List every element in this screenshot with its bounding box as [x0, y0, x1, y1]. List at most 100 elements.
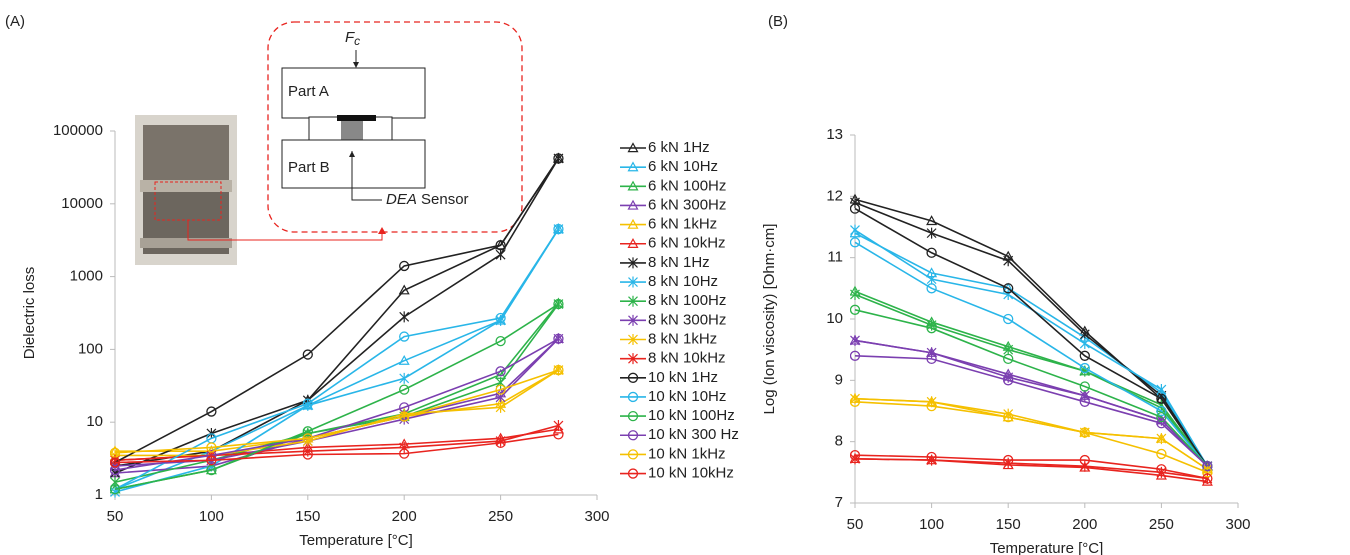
marker — [850, 304, 861, 315]
marker — [110, 447, 121, 458]
marker — [627, 142, 639, 153]
marker — [1156, 384, 1167, 396]
marker — [495, 435, 506, 447]
legend-label: 6 kN 300Hz — [648, 196, 726, 213]
marker — [398, 354, 410, 365]
series-line — [114, 369, 559, 454]
marker — [627, 391, 639, 403]
y-tick-label: 7 — [835, 494, 843, 511]
legend-label: 10 kN 1Hz — [648, 369, 718, 386]
x-tick-label: 200 — [392, 508, 417, 525]
marker — [850, 396, 861, 407]
x-tick-label: 300 — [1225, 516, 1250, 533]
series-line — [854, 397, 1208, 470]
marker — [1156, 464, 1167, 475]
marker — [926, 451, 937, 463]
marker — [110, 454, 120, 466]
marker — [627, 468, 639, 479]
marker — [399, 260, 410, 272]
marker — [1003, 353, 1014, 365]
x-tick-label: 150 — [996, 516, 1021, 533]
marker — [926, 273, 937, 285]
marker — [110, 484, 121, 495]
part-a-label: Part A — [288, 83, 329, 100]
marker — [1079, 338, 1090, 350]
marker — [553, 298, 564, 310]
x-tick-label: 150 — [295, 508, 320, 525]
x-tick-label: 100 — [199, 508, 224, 525]
series-line — [854, 207, 1209, 467]
series-line — [114, 158, 560, 474]
legend-label: 6 kN 10Hz — [648, 158, 718, 175]
legend-label: 10 kN 10Hz — [648, 388, 726, 405]
series-line — [114, 338, 559, 474]
marker — [398, 284, 410, 295]
marker — [628, 314, 638, 326]
marker — [302, 449, 313, 460]
y-axis-label: Log (Ion viscosity) [Ohm·cm] — [761, 224, 778, 415]
sensor-word: Sensor — [421, 191, 469, 208]
marker — [627, 238, 639, 248]
series-line — [114, 303, 559, 491]
y-tick-label: 1 — [95, 486, 103, 503]
marker — [926, 215, 938, 226]
marker — [1156, 418, 1167, 429]
force-label: Fc — [345, 29, 360, 48]
plot-area — [850, 193, 1213, 486]
marker — [627, 199, 639, 210]
marker — [627, 180, 639, 191]
marker — [1156, 405, 1167, 417]
marker — [399, 448, 410, 459]
series-line — [114, 228, 560, 490]
legend-label: 8 kN 1Hz — [648, 254, 710, 271]
marker — [1156, 448, 1167, 460]
series-line — [854, 309, 1208, 467]
marker — [1156, 393, 1167, 404]
series-line — [114, 228, 560, 493]
marker — [628, 276, 638, 288]
marker — [495, 384, 506, 395]
series-line — [854, 401, 1208, 474]
marker — [553, 364, 564, 376]
series-line — [854, 397, 1208, 470]
marker — [1003, 255, 1014, 267]
y-tick-label: 9 — [835, 371, 843, 388]
marker — [1156, 433, 1167, 445]
marker — [495, 239, 507, 250]
series-line — [854, 241, 1208, 467]
marker — [628, 257, 638, 269]
marker — [399, 411, 410, 422]
marker — [627, 161, 639, 172]
sensor-label: DEA Sensor — [386, 191, 469, 208]
legend-label: 10 kN 100Hz — [648, 407, 735, 424]
marker — [926, 227, 937, 239]
marker — [1003, 313, 1014, 325]
marker — [926, 353, 937, 365]
legend-label: 6 kN 1kHz — [648, 216, 717, 233]
marker — [206, 455, 217, 466]
marker — [1079, 350, 1090, 361]
legend-label: 6 kN 100Hz — [648, 177, 726, 194]
marker — [1079, 427, 1090, 438]
photo — [135, 115, 386, 265]
marker — [1003, 454, 1014, 466]
part-b-label: Part B — [288, 159, 330, 176]
marker — [302, 349, 313, 360]
series-line — [854, 355, 1208, 467]
series-line — [114, 303, 560, 483]
x-tick-label: 250 — [488, 508, 513, 525]
marker — [850, 350, 861, 361]
series-line — [854, 232, 1209, 467]
marker — [1202, 461, 1213, 472]
marker — [399, 372, 410, 384]
legend-label: 8 kN 10Hz — [648, 273, 718, 290]
marker — [627, 372, 639, 383]
x-tick-label: 50 — [847, 516, 864, 533]
marker — [399, 384, 410, 395]
marker — [1202, 467, 1213, 478]
marker — [1156, 411, 1167, 423]
x-tick-label: 50 — [107, 508, 124, 525]
marker — [850, 450, 861, 461]
